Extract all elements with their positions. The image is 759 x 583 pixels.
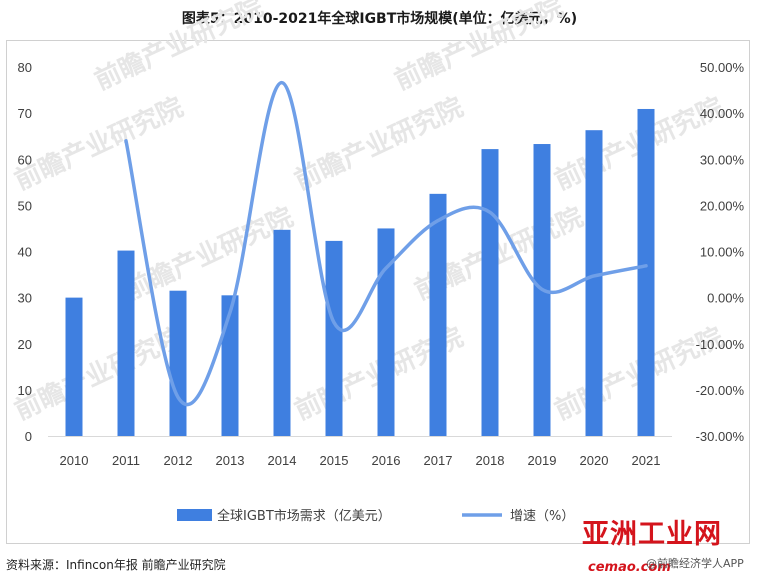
watermark-text: 前瞻产业研究院 [390,0,568,96]
watermark-text: 前瞻产业研究院 [10,91,188,196]
x-tick-2013: 2013 [216,453,245,468]
x-tick-2010: 2010 [60,453,89,468]
x-tick-2020: 2020 [580,453,609,468]
brand-logo: 亚洲工业网 [582,519,722,550]
y-left-tick: 30 [18,291,32,306]
x-tick-2021: 2021 [632,453,661,468]
app-credit: @前瞻经济学人APP [646,557,744,570]
x-tick-2012: 2012 [164,453,193,468]
legend-swatch-bar [177,509,212,521]
y-axis-right: -30.00% -20.00% -10.00% 0.00% 10.00% 20.00% 30… [696,60,745,444]
bar-2017 [429,193,447,436]
bar-series [65,108,655,437]
brand-url: cemao.com [588,560,671,575]
bar-2021 [637,108,655,436]
y-right-tick: 50.00% [700,60,745,75]
y-left-tick: 70 [18,106,32,121]
y-right-tick: -30.00% [696,429,745,444]
legend: 全球IGBT市场需求（亿美元） 增速（%） [177,508,574,524]
y-right-tick: -20.00% [696,383,745,398]
x-tick-2018: 2018 [476,453,505,468]
bar-2020 [585,130,603,436]
y-left-tick: 20 [18,337,32,352]
y-right-tick: 30.00% [700,152,745,167]
x-axis: 2010 2011 2012 2013 2014 2015 2016 2017 2018 2019… [48,436,672,468]
bar-2010 [65,297,83,436]
chart-title: 图表5：2010-2021年全球IGBT市场规模(单位：亿美元，%) [181,11,578,27]
y-right-tick: 10.00% [700,245,745,260]
y-axis-left: 0 10 20 30 40 50 60 70 80 [18,60,32,444]
x-tick-2014: 2014 [268,453,297,468]
x-tick-2017: 2017 [424,453,453,468]
x-tick-2016: 2016 [372,453,401,468]
y-left-tick: 40 [18,245,32,260]
y-right-tick: 20.00% [700,198,745,213]
bar-2016 [377,228,395,436]
y-right-tick: 0.00% [707,291,744,306]
watermark-text: 前瞻产业研究院 [90,0,268,96]
growth-line [124,80,648,407]
legend-label-line: 增速（%） [510,509,574,524]
line-series [124,80,648,407]
x-tick-2019: 2019 [528,453,557,468]
y-left-tick: 80 [18,60,32,75]
watermark-text: 前瞻产业研究院 [290,91,468,196]
y-right-tick: 40.00% [700,106,745,121]
bar-2014 [273,229,291,436]
x-tick-2011: 2011 [112,453,140,468]
y-left-tick: 0 [25,429,32,444]
x-tick-2015: 2015 [320,453,349,468]
y-right-tick: -10.00% [696,337,745,352]
source-note: 资料来源：Infincon年报 前瞻产业研究院 [6,558,226,572]
bar-2015 [325,240,343,436]
y-left-tick: 60 [18,152,32,167]
legend-label-bar: 全球IGBT市场需求（亿美元） [217,508,391,524]
bar-2012 [169,290,187,436]
bar-2011 [117,250,135,436]
bar-2018 [481,149,499,437]
y-left-tick: 10 [18,383,32,398]
y-left-tick: 50 [18,198,32,213]
